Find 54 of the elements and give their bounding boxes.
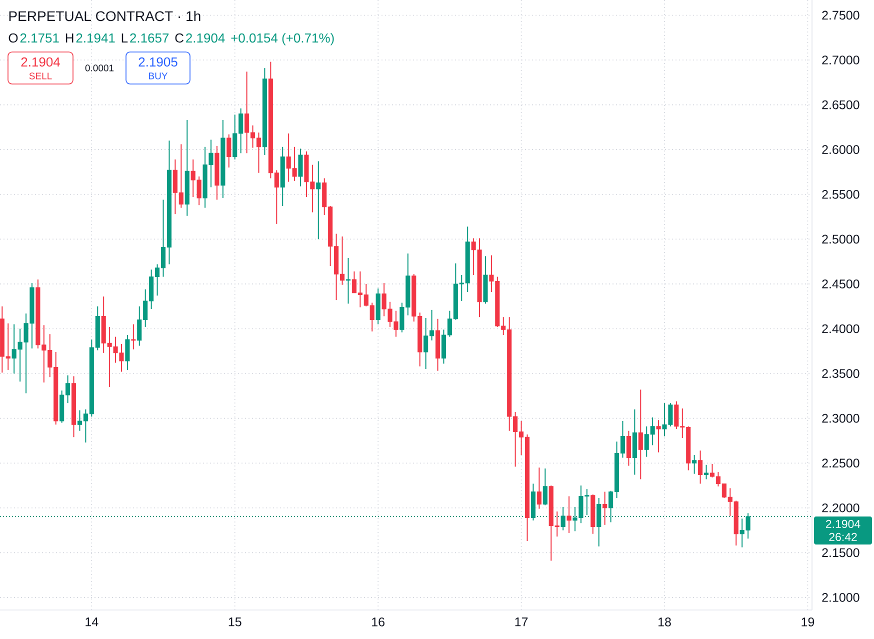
candlestick — [656, 420, 661, 453]
x-tick-label: 18 — [658, 618, 671, 626]
y-tick-label: 2.5000 — [822, 234, 860, 244]
y-tick-label: 2.2500 — [822, 458, 860, 468]
x-tick-label: 19 — [802, 618, 814, 626]
annotation: 2.1905 — [138, 57, 178, 67]
y-tick-label: 2.3000 — [822, 414, 860, 423]
annotation: L — [122, 34, 128, 42]
annotation: H — [66, 34, 74, 42]
y-tick-label: 2.6500 — [822, 100, 860, 110]
x-tick-label: 15 — [228, 618, 242, 626]
annotation: 0.0001 — [85, 64, 114, 72]
y-tick-label: 2.4500 — [822, 280, 860, 288]
x-tick-label: 14 — [86, 618, 98, 626]
y-tick-label: 2.1500 — [822, 548, 860, 558]
annotation: C — [175, 33, 184, 43]
candlestick — [626, 430, 631, 466]
x-tick-label: 16 — [372, 618, 384, 626]
candlestick — [536, 467, 542, 510]
annotation: SELL — [29, 72, 52, 80]
candlestick — [566, 496, 572, 534]
candlestick — [638, 389, 643, 480]
y-tick-label: 2.5500 — [822, 190, 860, 199]
y-tick-label: 2.7500 — [822, 10, 860, 20]
candlestick — [316, 160, 321, 240]
annotation: 2.1904 — [186, 33, 225, 43]
annotation: 2.1941 — [76, 33, 115, 43]
candlestick — [298, 148, 303, 187]
annotation: +0.0154 (+0.71%) — [231, 33, 334, 46]
y-tick-label: 2.6000 — [822, 145, 860, 154]
candlestick — [602, 491, 608, 526]
annotation: BUY — [149, 72, 168, 80]
annotation: 2.1904 — [21, 57, 60, 67]
y-tick-label: 2.3500 — [822, 369, 860, 378]
candlestick — [346, 257, 351, 304]
y-tick-label: 2.7000 — [822, 56, 860, 64]
candlestick — [596, 498, 602, 547]
candlestick — [131, 324, 136, 350]
y-tick-label: 2.2000 — [822, 503, 860, 512]
annotation: 2.1657 — [130, 33, 169, 43]
annotation: O — [8, 33, 18, 43]
candlestick — [125, 334, 130, 370]
candlestick — [704, 464, 709, 480]
y-tick-label: 2.1000 — [822, 593, 860, 602]
ref-line-label: 2.1904 — [826, 520, 860, 528]
candlestick — [692, 454, 697, 474]
candlestick — [698, 450, 703, 484]
candlestick — [542, 468, 548, 506]
annotation: 2.1751 — [20, 33, 59, 43]
candlestick — [226, 134, 232, 168]
text: 26:42 — [829, 532, 857, 542]
y-tick-label: 2.4000 — [822, 324, 860, 334]
text: PERPETUAL CONTRACT · 1h — [9, 10, 200, 22]
x-tick-label: 17 — [515, 618, 528, 626]
